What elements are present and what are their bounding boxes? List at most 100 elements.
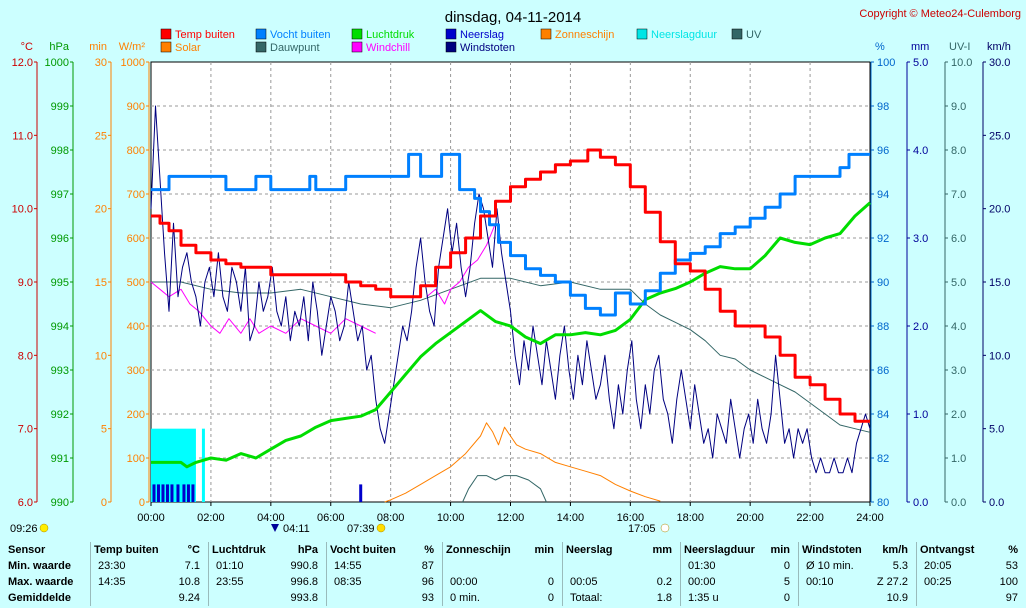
axis-tick-label: 86: [877, 365, 889, 377]
stats-cell-value: 0.2: [656, 576, 672, 588]
stats-cell-label: 14:55: [334, 560, 362, 572]
axis-unit: km/h: [987, 41, 1011, 53]
weather-chart: dinsdag, 04-11-2014 Copyright © Meteo24-…: [10, 8, 1021, 535]
right-axes: % 100 98 96 94 92 90 88 86 84 82 80 mm 5.0 4.0 3.0 2.0 1.…: [870, 41, 1011, 509]
axis-tick-label: 94: [877, 189, 889, 201]
axis-tick-label: 8.0: [951, 145, 966, 157]
axis-tick-label: 400: [127, 321, 145, 333]
x-tick-label: 06:00: [317, 512, 345, 524]
stats-header-unit: mm: [652, 544, 672, 556]
stats-separator: [90, 542, 91, 606]
stats-separator: [208, 542, 209, 606]
stats-cell-label: 01:10: [216, 560, 244, 572]
axis-tick-label: 0.0: [989, 497, 1004, 509]
axis-tick-label: 11.0: [12, 130, 33, 142]
stats-column: Vocht buiten% 14:55 87 08:35 96 93: [330, 540, 438, 608]
stats-cell-label: 20:05: [924, 560, 952, 572]
axis-unit: W/m²: [119, 41, 146, 53]
stats-cell-value: 87: [421, 560, 434, 572]
stats-cell-value: 93: [421, 592, 434, 604]
axis-tick-label: 992: [51, 409, 69, 421]
legend-swatch: [160, 28, 172, 40]
axis-tick-label: 0.0: [913, 497, 928, 509]
series-line-luchtdruk: [151, 201, 871, 469]
axis-tick-label: 20.0: [989, 204, 1010, 216]
axis-tick-label: 995: [51, 277, 69, 289]
stats-cell-label: 14:35: [98, 576, 126, 588]
stats-cell-value: 1.8: [656, 592, 672, 604]
stats-header-unit: min: [770, 544, 790, 556]
moon-phase-icon: [271, 524, 279, 532]
axis-tick-label: 5.0: [951, 277, 966, 289]
stats-cell-label: 00:05: [570, 576, 598, 588]
neerslag-bar: [186, 484, 190, 502]
axis-tick-label: 998: [51, 145, 69, 157]
neerslag-bar: [165, 484, 169, 502]
sunrise-time: 07:39: [347, 523, 375, 535]
x-tick-label: 10:00: [437, 512, 465, 524]
stats-cell-value: 0: [783, 560, 790, 572]
legend-label: Zonneschijn: [555, 29, 614, 41]
stats-column: Windstoten km/h Ø 10 min. 5.3 00:10 Z 27.2 10.…: [802, 540, 912, 608]
stats-separator: [326, 542, 327, 606]
axis-unit: mm: [911, 41, 929, 53]
legend-label: Neerslag: [460, 29, 504, 41]
axis-tick-label: 7.0: [951, 189, 966, 201]
legend-label: Windchill: [366, 42, 410, 54]
axis-tick-label: 15: [95, 277, 107, 289]
axis-tick-label: 10.0: [12, 204, 33, 216]
legend-swatch: [540, 28, 552, 40]
stats-separator: [562, 542, 563, 606]
axis-tick-label: 6.0: [951, 233, 966, 245]
axis-tick-label: 990: [51, 497, 69, 509]
stats-cell-value: 7.1: [184, 560, 200, 572]
legend-label: Luchtdruk: [366, 29, 415, 41]
legend-swatch: [255, 28, 267, 40]
neerslag-bar: [182, 484, 186, 502]
axis-tick-label: 25: [95, 130, 107, 142]
stats-cell-value: 5.3: [892, 560, 908, 572]
axis-tick-label: 999: [51, 101, 69, 113]
stats-cell-value: 996.8: [290, 576, 318, 588]
stats-column: Neerslagduur min 01:30 0 00:00 5 1:35 u 0: [684, 540, 794, 608]
stats-cell-label: Ø 10 min.: [806, 560, 854, 572]
stats-separator: [442, 542, 443, 606]
stats-header-name: Neerslag: [566, 544, 613, 556]
stats-separator: [680, 542, 681, 606]
grid: [151, 62, 870, 502]
x-tick-label: 24:00: [856, 512, 884, 524]
stats-cell-value: 0: [547, 576, 554, 588]
axis-tick-label: 96: [877, 145, 889, 157]
axis-tick-label: 5: [101, 424, 107, 436]
legend-label: Dauwpunt: [270, 42, 320, 54]
legend-swatch: [160, 41, 172, 53]
legend: Temp buiten Vocht buiten Luchtdruk Neerslag…: [160, 28, 762, 54]
neerslag-bar: [170, 484, 174, 502]
series-line-windchill: [426, 223, 496, 305]
axis-tick-label: 12.0: [12, 57, 33, 69]
series-line-solar: [384, 422, 661, 503]
axis-tick-label: 80: [877, 497, 889, 509]
x-tick-label: 22:00: [796, 512, 824, 524]
axis-tick-label: 1000: [45, 57, 69, 69]
moon-icon: [39, 523, 49, 533]
axis-tick-label: 15.0: [989, 277, 1010, 289]
legend-label: UV: [746, 29, 762, 41]
axis-tick-label: 100: [127, 453, 145, 465]
stats-cell-label: 00:25: [924, 576, 952, 588]
axis-tick-label: 994: [51, 321, 69, 333]
moonrise-time: 09:26: [10, 523, 38, 535]
astro-markers: 09:26 04:11 07:39 17:05: [10, 523, 670, 535]
axis-tick-label: 3.0: [951, 365, 966, 377]
axis-tick-label: 300: [127, 365, 145, 377]
axis-tick-label: 3.0: [913, 233, 928, 245]
neerslag-bar: [161, 484, 165, 502]
axis-unit: min: [89, 41, 107, 53]
x-tick-label: 08:00: [377, 512, 405, 524]
neerslag-bar: [359, 484, 363, 502]
stats-separator: [916, 542, 917, 606]
stats-cell-value: 990.8: [290, 560, 318, 572]
axis-tick-label: 4.0: [913, 145, 928, 157]
axis-tick-label: 1.0: [951, 453, 966, 465]
stats-cell-label: 0 min.: [450, 592, 480, 604]
